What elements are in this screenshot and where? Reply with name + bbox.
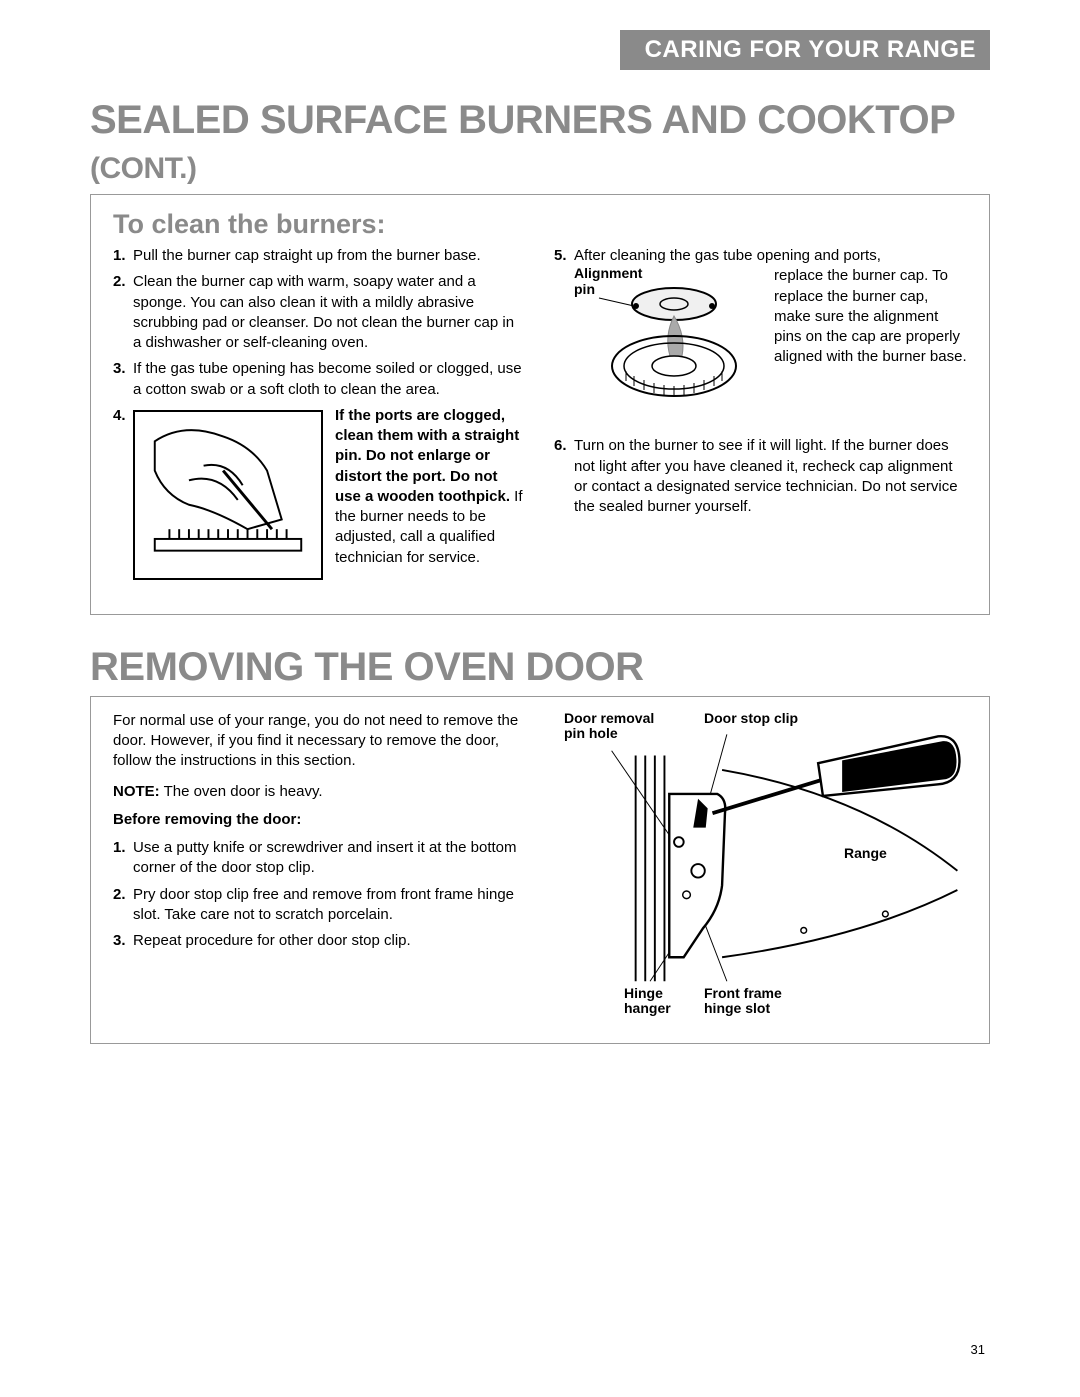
- door-hinge-icon: [554, 711, 967, 1021]
- step6-item: 6. Turn on the burner to see if it will …: [554, 436, 967, 517]
- section2-title: Removing The Oven Door: [90, 645, 990, 690]
- section1-right-col: 5. After cleaning the gas tube opening a…: [554, 246, 967, 592]
- step-item: 2. Pry door stop clip free and remove fr…: [113, 885, 526, 926]
- step-num: 6.: [554, 436, 574, 517]
- door-steps-list: 1. Use a putty knife or screwdriver and …: [113, 838, 526, 951]
- section2-columns: For normal use of your range, you do not…: [113, 711, 967, 1021]
- step-text: Pull the burner cap straight up from the…: [133, 246, 526, 266]
- door-hinge-illustration: Door removal pin hole Door stop clip Ran…: [554, 711, 967, 1021]
- note-line: NOTE: The oven door is heavy.: [113, 782, 526, 802]
- step-item: 1. Use a putty knife or screwdriver and …: [113, 838, 526, 879]
- section1-box: To clean the burners: 1. Pull the burner…: [90, 194, 990, 615]
- title-main: Sealed Surface Burners and Cooktop: [90, 98, 955, 142]
- step-item: 1. Pull the burner cap straight up from …: [113, 246, 526, 266]
- step-num: 2.: [113, 885, 133, 926]
- section2-box: For normal use of your range, you do not…: [90, 696, 990, 1044]
- step-item: 2. Clean the burner cap with warm, soapy…: [113, 272, 526, 353]
- hand-pin-icon: [135, 412, 321, 578]
- before-heading: Before removing the door:: [113, 810, 526, 830]
- step6-text: Turn on the burner to see if it will lig…: [574, 436, 967, 517]
- step-num: 2.: [113, 272, 133, 353]
- step-num: 5.: [554, 246, 574, 422]
- step4-body: If the ports are clogged, clean them wit…: [133, 406, 526, 586]
- burner-cap-illustration: Alignment pin: [574, 266, 764, 416]
- step5-lead: After cleaning the gas tube opening and …: [574, 247, 881, 264]
- section2-intro: For normal use of your range, you do not…: [113, 711, 526, 772]
- section2-left-col: For normal use of your range, you do not…: [113, 711, 526, 1021]
- title-sub: (cont.): [90, 152, 196, 185]
- step4-item: 4.: [113, 406, 526, 586]
- page-root: CARING FOR YOUR RANGE Sealed Surface Bur…: [0, 0, 1080, 1114]
- section2-right-col: Door removal pin hole Door stop clip Ran…: [554, 711, 967, 1021]
- step-num: 1.: [113, 246, 133, 266]
- step4-bold: If the ports are clogged, clean them wit…: [335, 407, 519, 505]
- step-text: Clean the burner cap with warm, soapy wa…: [133, 272, 526, 353]
- clogged-ports-illustration: [133, 410, 323, 580]
- section1-subhead: To clean the burners:: [113, 209, 967, 240]
- step-num: 1.: [113, 838, 133, 879]
- page-number: 31: [971, 1342, 985, 1357]
- step-item: 3. Repeat procedure for other door stop …: [113, 931, 526, 951]
- step5-text: replace the burner cap. To replace the b…: [774, 267, 967, 365]
- step5-item: 5. After cleaning the gas tube opening a…: [554, 246, 967, 422]
- step-num: 3.: [113, 931, 133, 951]
- step-num: 3.: [113, 359, 133, 400]
- step-text: Repeat procedure for other door stop cli…: [133, 931, 526, 951]
- section1-title: Sealed Surface Burners and Cooktop (cont…: [90, 98, 990, 188]
- right-steps-list: 5. After cleaning the gas tube opening a…: [554, 246, 967, 517]
- step-item: 3. If the gas tube opening has become so…: [113, 359, 526, 400]
- note-text: The oven door is heavy.: [160, 783, 323, 800]
- left-steps-list: 1. Pull the burner cap straight up from …: [113, 246, 526, 586]
- step-num: 4.: [113, 406, 133, 586]
- step-text: If the gas tube opening has become soile…: [133, 359, 526, 400]
- note-label: NOTE:: [113, 783, 160, 800]
- step-text: Use a putty knife or screwdriver and ins…: [133, 838, 526, 879]
- step-text: Pry door stop clip free and remove from …: [133, 885, 526, 926]
- section1-left-col: 1. Pull the burner cap straight up from …: [113, 246, 526, 592]
- burner-cap-icon: [574, 266, 764, 416]
- header-band: CARING FOR YOUR RANGE: [620, 30, 990, 70]
- step5-body: After cleaning the gas tube opening and …: [574, 246, 967, 422]
- section1-columns: 1. Pull the burner cap straight up from …: [113, 246, 967, 592]
